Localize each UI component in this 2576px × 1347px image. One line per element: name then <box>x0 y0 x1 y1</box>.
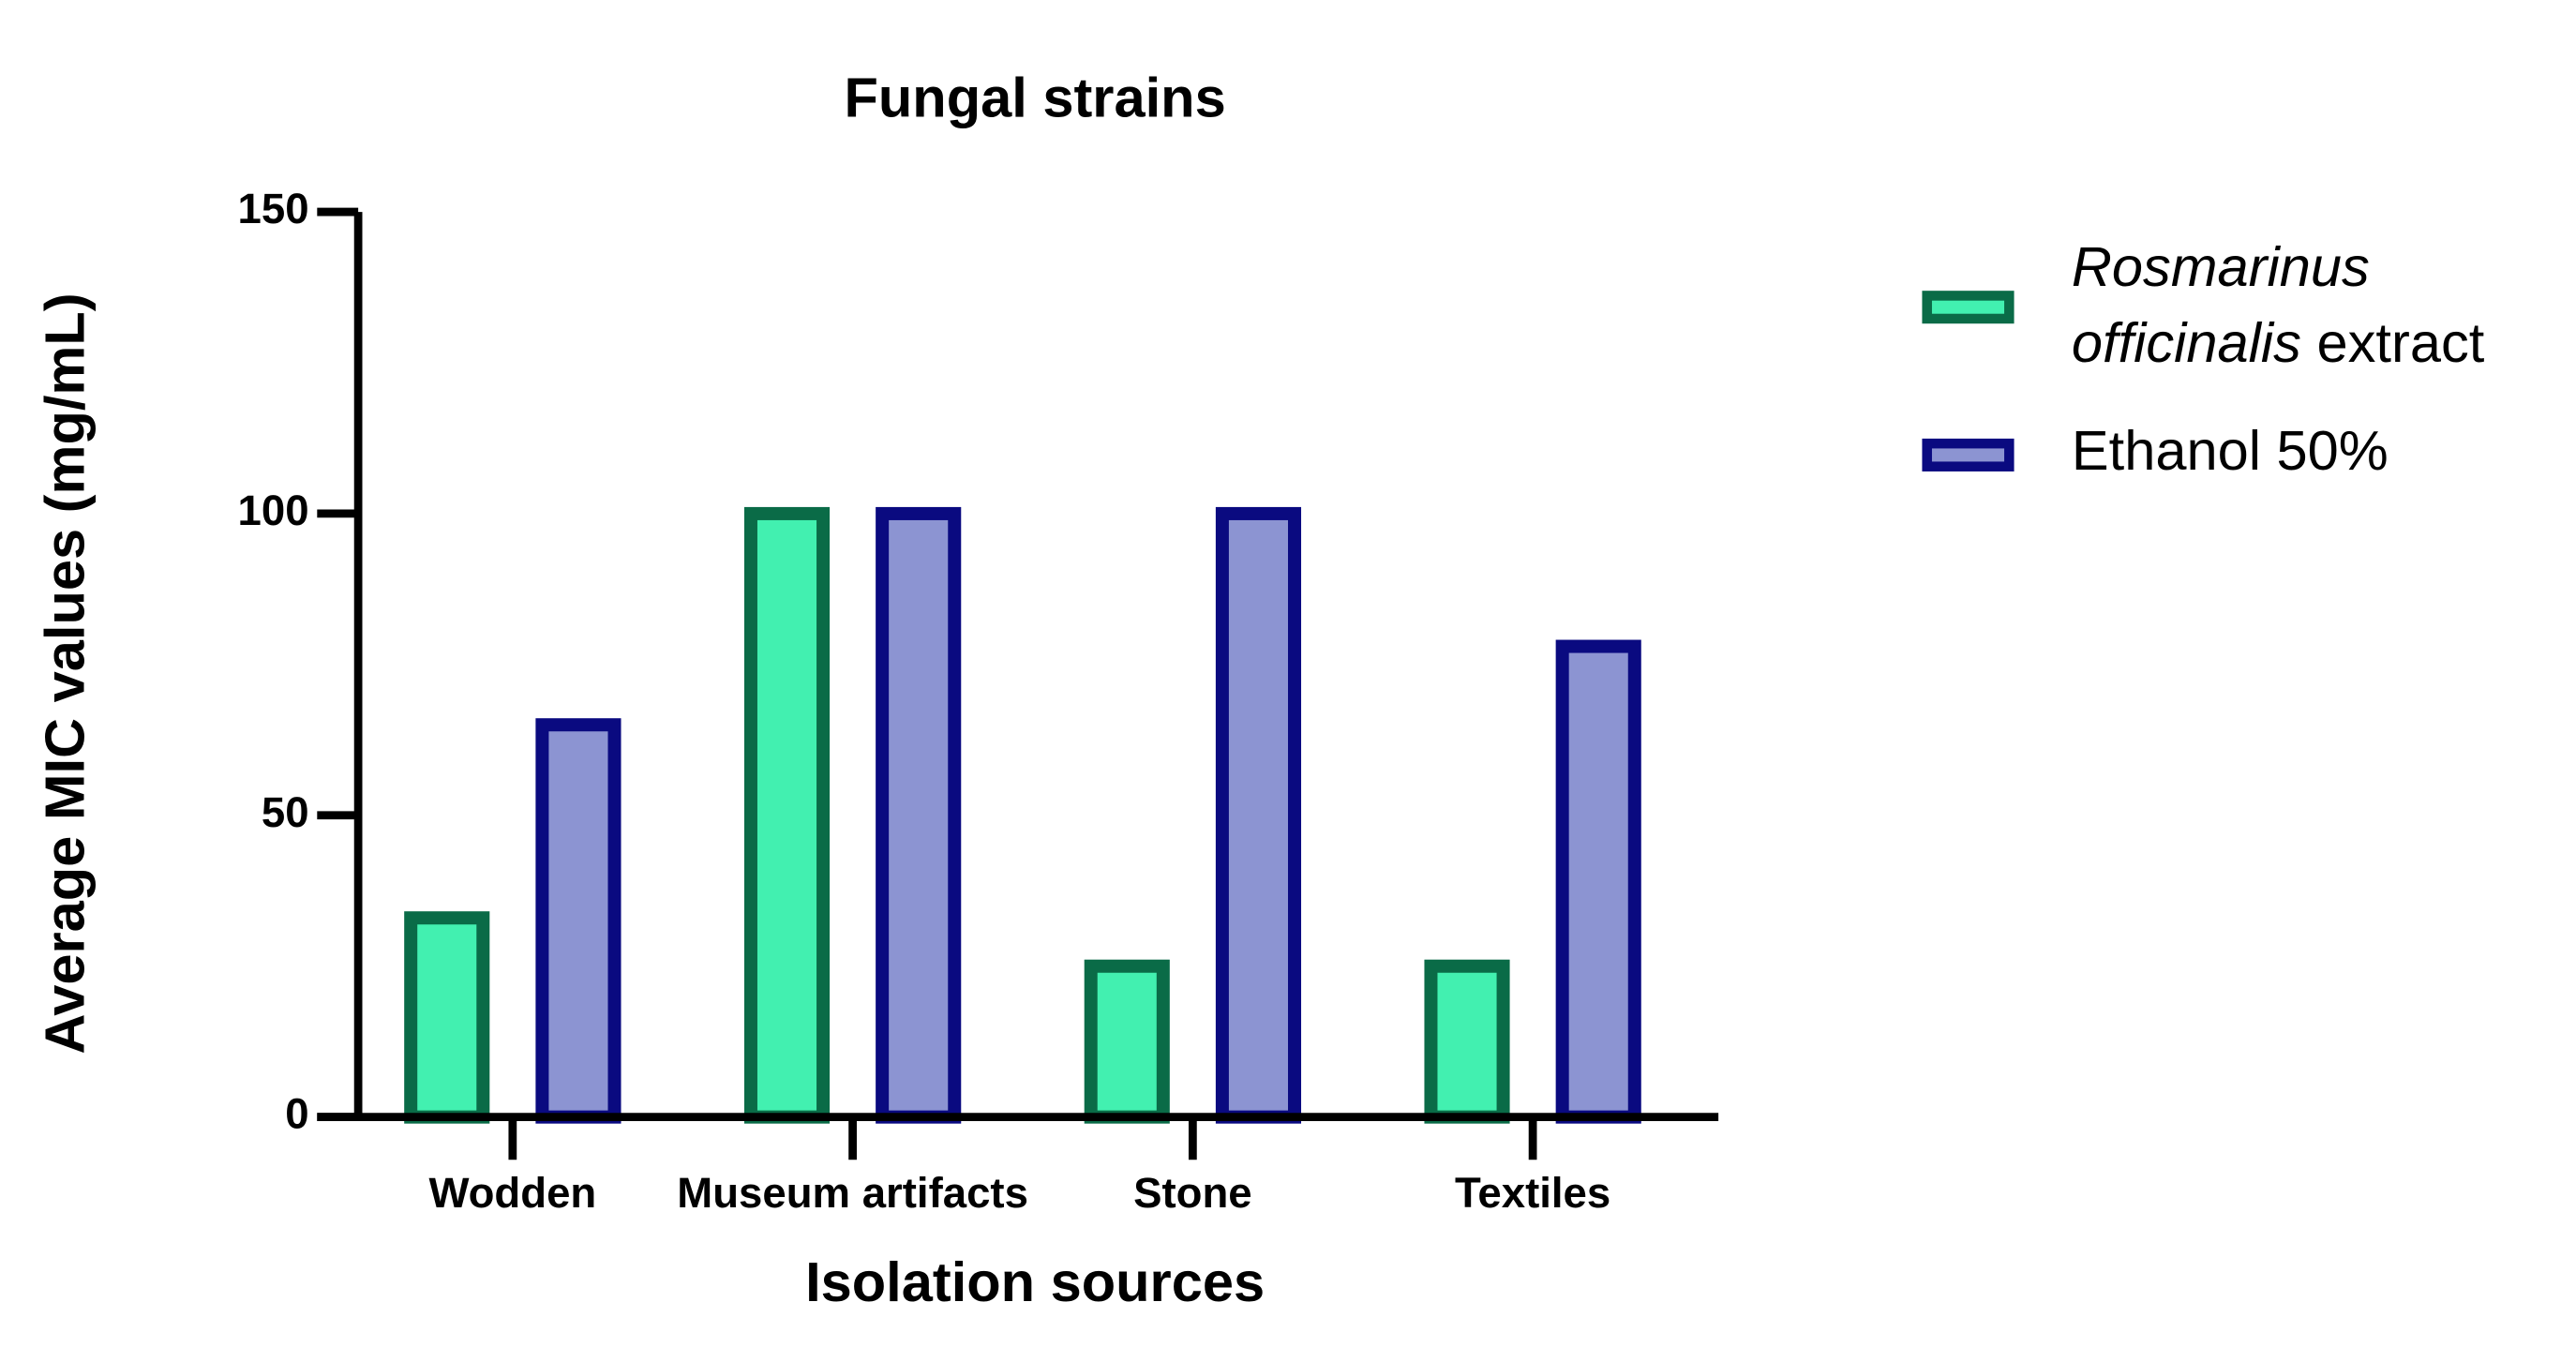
bar <box>404 911 490 1124</box>
bar <box>1424 959 1510 1124</box>
chart-title: Fungal strains <box>845 66 1226 128</box>
bar <box>1215 506 1302 1124</box>
y-tick-label: 50 <box>262 788 309 836</box>
bar <box>743 506 831 1124</box>
legend-text: extract <box>2301 310 2485 373</box>
x-tick-label: Museum artifacts <box>677 1169 1028 1217</box>
bar <box>535 718 622 1124</box>
x-tick-label: Textiles <box>1455 1169 1610 1217</box>
x-axis-label: Isolation sources <box>805 1250 1265 1313</box>
y-tick-label: 0 <box>285 1090 308 1138</box>
bar <box>1555 639 1641 1124</box>
y-tick-label: 150 <box>238 185 309 232</box>
legend-label: Ethanol 50% <box>2072 419 2389 482</box>
bar <box>876 506 962 1124</box>
legend-swatch <box>1922 438 2014 471</box>
bar <box>1084 959 1170 1124</box>
y-axis-label: Average MIC values (mg/mL) <box>33 292 96 1054</box>
x-tick-label: Stone <box>1133 1169 1252 1217</box>
y-tick-label: 100 <box>238 486 309 534</box>
legend-text: Rosmarinus <box>2072 235 2385 298</box>
x-tick-label: Wodden <box>428 1169 596 1217</box>
legend-swatch <box>1922 291 2014 324</box>
legend-label: Rosmarinus officinalis extract <box>2072 235 2485 374</box>
legend-text: officinalis <box>2072 310 2301 373</box>
